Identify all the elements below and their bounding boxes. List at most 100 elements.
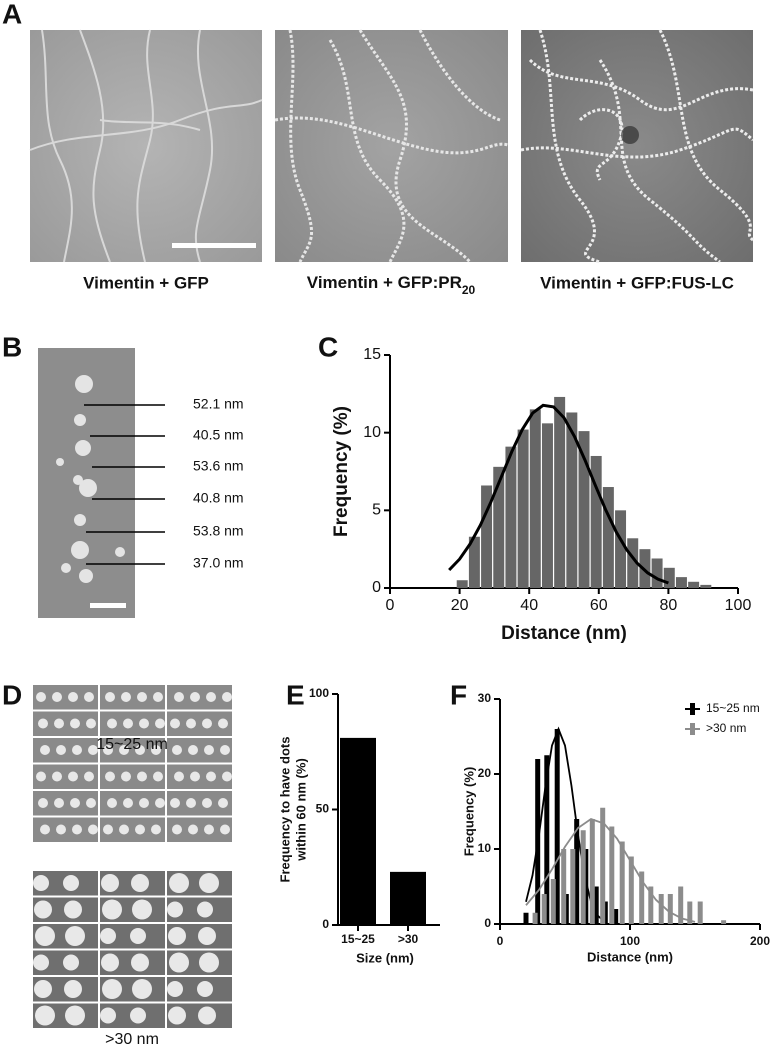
histogram-bar (505, 446, 517, 588)
y-axis-label: Frequency to have dots (277, 737, 292, 883)
dot (52, 692, 62, 702)
dot (86, 718, 96, 729)
y-tick-label: 0 (322, 917, 329, 931)
y-tick-label: 20 (478, 766, 492, 780)
dot (33, 954, 49, 971)
histogram-bar (615, 510, 627, 588)
histogram-bar (658, 894, 664, 924)
dot (139, 798, 149, 808)
x-tick-label: 200 (750, 934, 770, 948)
dot (197, 981, 213, 997)
dot (35, 926, 55, 946)
x-tick-label: 60 (590, 597, 608, 614)
histogram-bar (493, 466, 505, 588)
dot (52, 771, 62, 782)
histogram-bar (721, 920, 727, 924)
dot (130, 928, 146, 944)
histogram-bar (550, 879, 556, 924)
y-tick-label: 15 (363, 346, 381, 363)
panel-letter: E (286, 679, 305, 710)
x-axis-label: Distance (nm) (587, 949, 673, 964)
caption: Vimentin + GFP (83, 273, 209, 292)
histogram-bar (667, 894, 673, 924)
caption: Vimentin + GFP:FUS-LC (540, 273, 734, 292)
dot (168, 1006, 186, 1025)
histogram-bar (678, 886, 684, 924)
histogram-bar (517, 429, 529, 588)
dot (54, 718, 64, 729)
dot (56, 824, 66, 835)
dot (121, 771, 131, 782)
dot (206, 771, 216, 782)
dot (199, 873, 219, 893)
dot (199, 952, 219, 973)
dot (132, 979, 152, 999)
dot (204, 745, 214, 755)
caption-subscript: 20 (462, 283, 476, 297)
histogram-bar (600, 807, 606, 924)
dot (186, 798, 196, 808)
dot (131, 874, 149, 892)
dot (35, 1005, 55, 1026)
tile-grid (33, 685, 232, 1028)
dot (172, 745, 182, 755)
dot (198, 927, 216, 945)
dot (153, 771, 163, 782)
dot (137, 692, 147, 702)
dot (100, 928, 116, 944)
micrograph (38, 348, 135, 618)
dot (198, 1006, 216, 1025)
histogram-bar (697, 901, 703, 924)
dot (190, 771, 200, 782)
dot (172, 824, 182, 835)
dot (220, 824, 230, 835)
histogram-bar (619, 841, 625, 924)
x-tick-label: 20 (451, 597, 469, 614)
dot (38, 798, 48, 808)
dot (36, 771, 46, 782)
histogram-bar (566, 412, 578, 588)
dot (103, 745, 113, 755)
histogram-bar (561, 849, 567, 924)
dot (174, 692, 184, 702)
dot (220, 745, 230, 755)
fit-curve (448, 403, 669, 585)
dot (123, 798, 133, 808)
x-tick-label: 100 (620, 934, 640, 948)
panel-letter: B (2, 331, 22, 362)
dot (170, 718, 180, 729)
y-tick-label: 0 (484, 916, 491, 930)
histogram-bar (651, 558, 663, 588)
x-tick-label: 0 (386, 597, 395, 614)
histogram-bar (675, 577, 687, 588)
dot (151, 745, 161, 755)
dot (130, 1007, 146, 1024)
dot (36, 692, 46, 702)
panel-letter: C (318, 331, 338, 362)
histogram-bar (609, 826, 615, 924)
dot (34, 900, 52, 919)
dot (68, 692, 78, 702)
dot (123, 718, 133, 729)
dot (188, 745, 198, 755)
y-tick-label: 5 (372, 502, 381, 519)
histogram-bar (602, 901, 608, 924)
dot (186, 718, 196, 729)
dot (65, 1005, 85, 1026)
histogram-bar (523, 912, 529, 924)
dot (84, 692, 94, 702)
dot (102, 979, 122, 999)
dot (135, 824, 145, 835)
panel-letter: F (450, 679, 467, 710)
histogram-bar (541, 894, 547, 924)
measurement-lines (84, 404, 165, 565)
dot (101, 953, 119, 972)
caption: Vimentin + GFP:PR20 (307, 273, 476, 297)
dot (119, 824, 129, 835)
histogram-bar (580, 830, 586, 924)
dot (153, 692, 163, 702)
dot (202, 718, 212, 729)
histogram-bar (589, 819, 595, 924)
histogram-bar (602, 487, 614, 588)
